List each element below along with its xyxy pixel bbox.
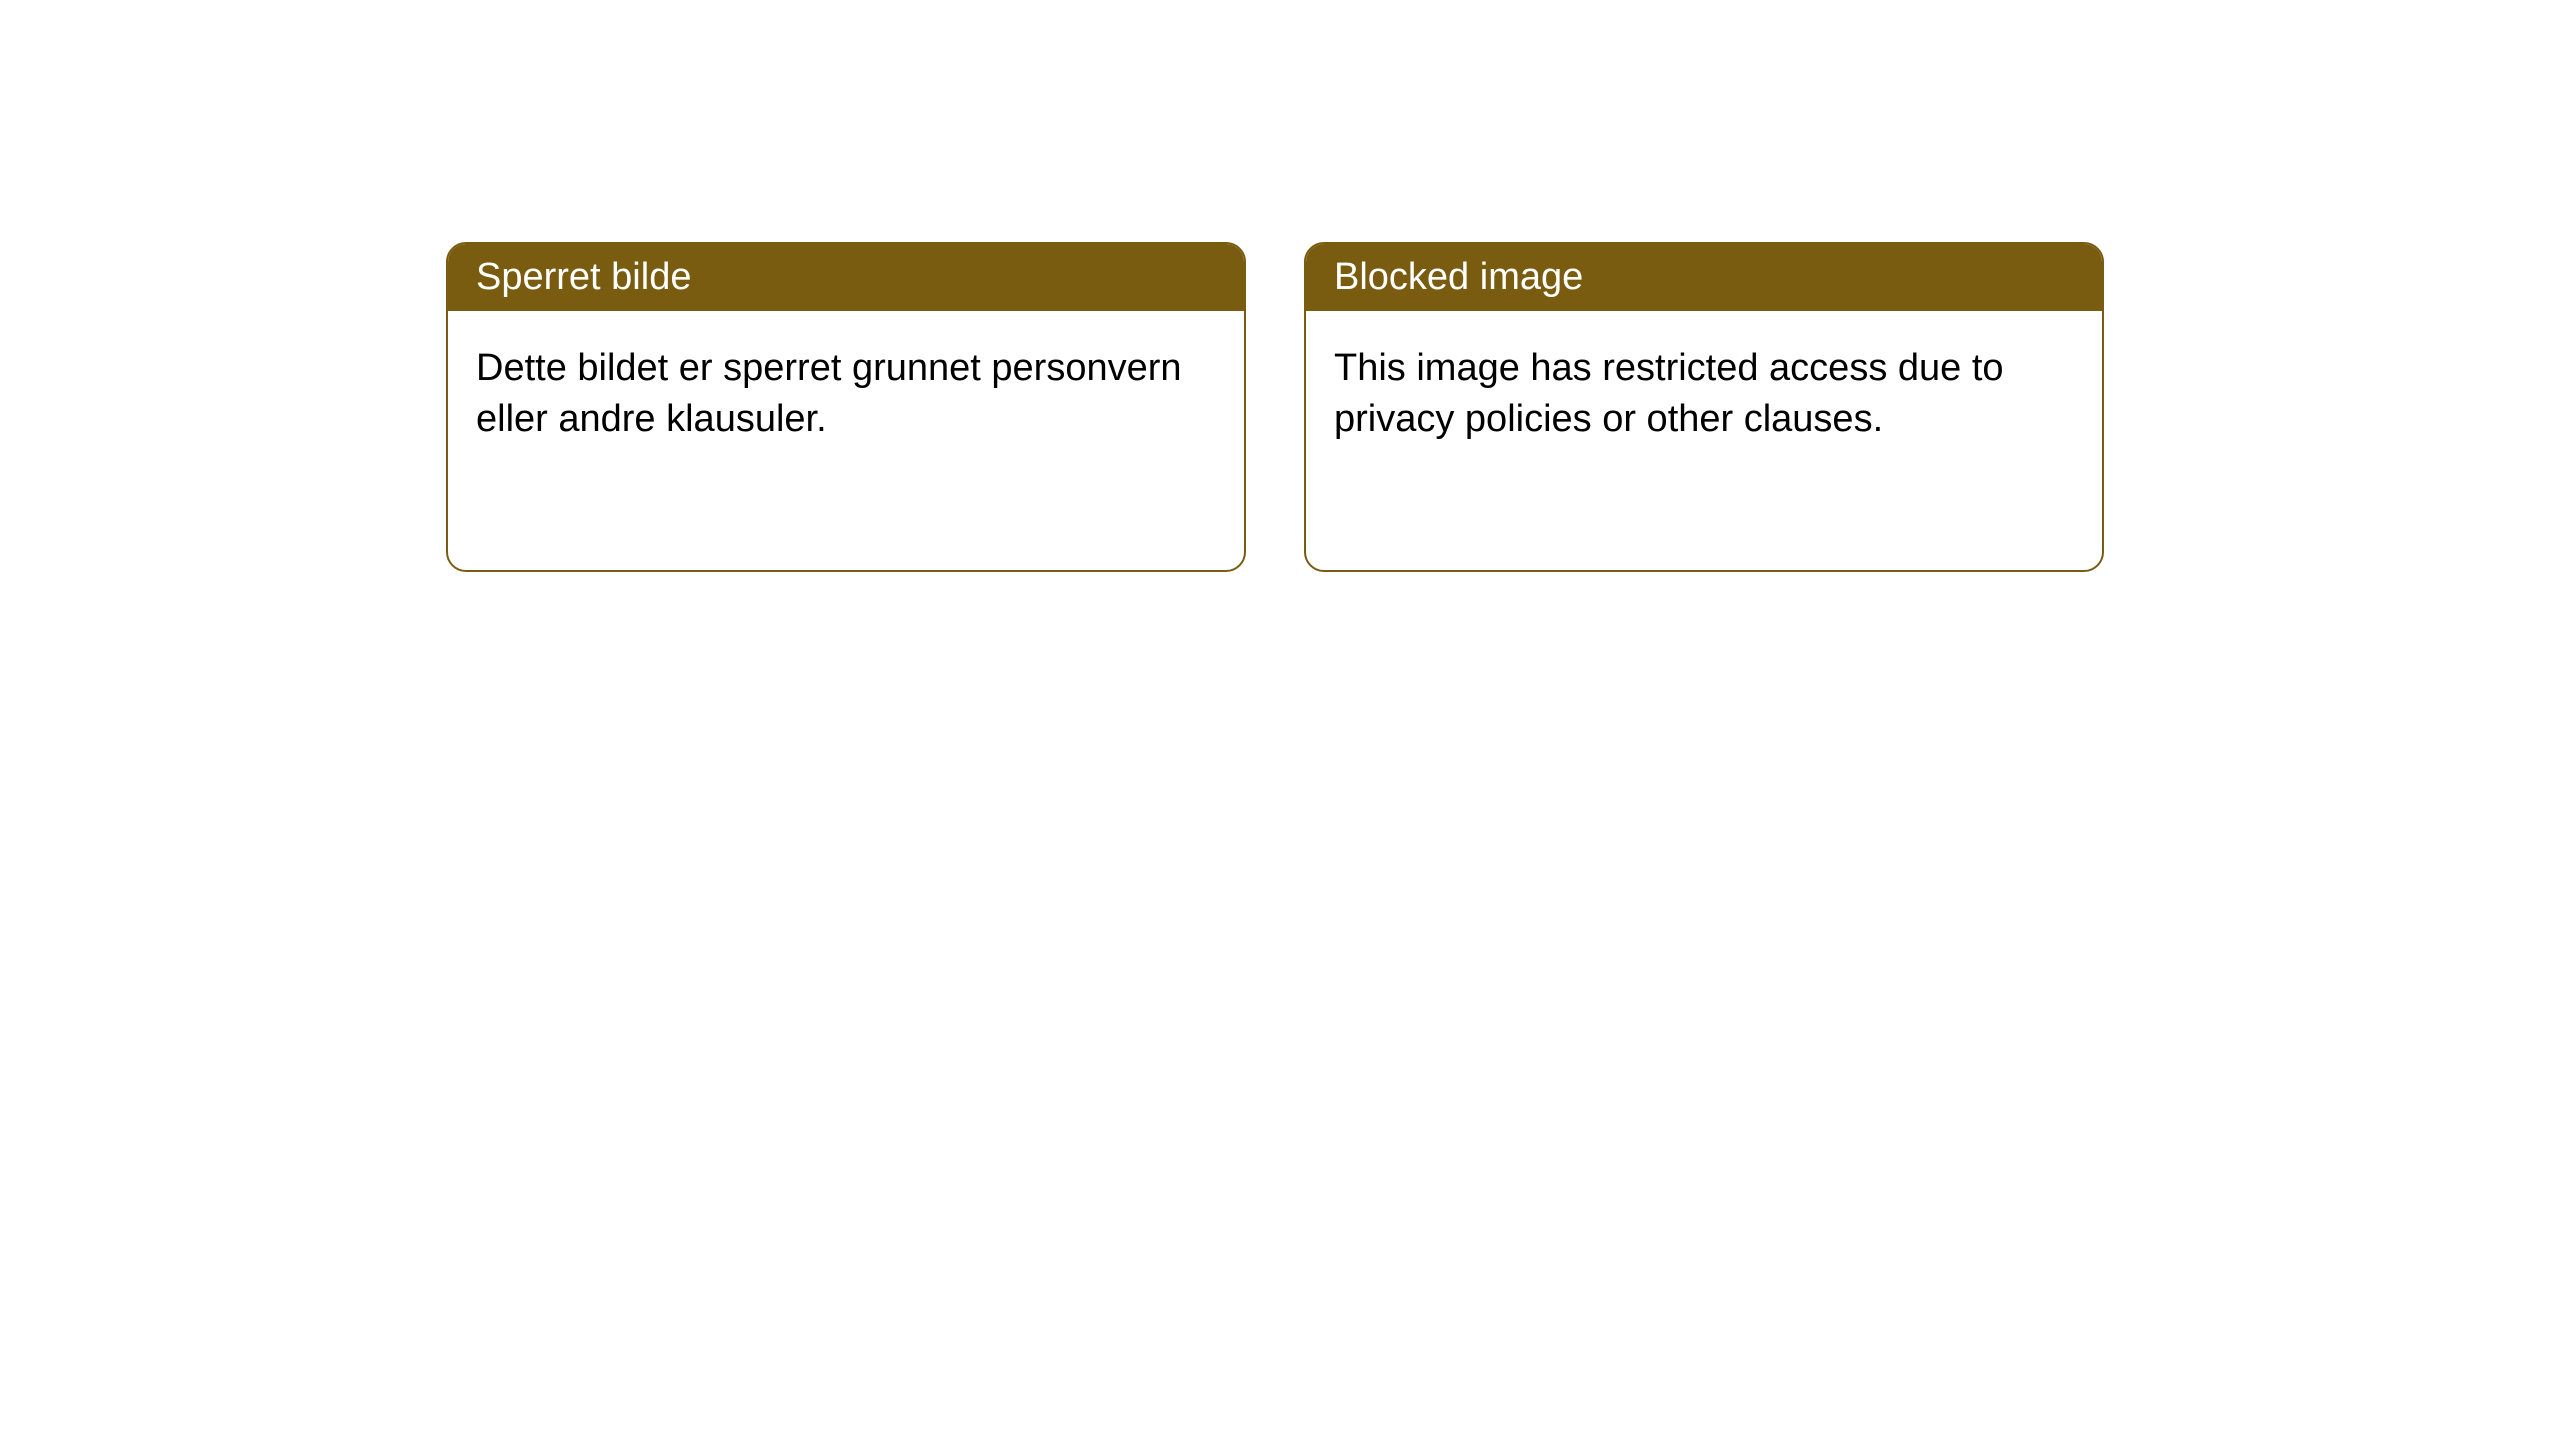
card-header: Sperret bilde bbox=[448, 244, 1244, 311]
notice-card-english: Blocked image This image has restricted … bbox=[1304, 242, 2104, 572]
card-body-text: Dette bildet er sperret grunnet personve… bbox=[476, 347, 1182, 440]
card-body-text: This image has restricted access due to … bbox=[1334, 347, 2004, 440]
notice-cards-container: Sperret bilde Dette bildet er sperret gr… bbox=[446, 242, 2104, 572]
notice-card-norwegian: Sperret bilde Dette bildet er sperret gr… bbox=[446, 242, 1246, 572]
card-title: Blocked image bbox=[1334, 256, 1583, 298]
card-body: This image has restricted access due to … bbox=[1306, 311, 2102, 478]
card-body: Dette bildet er sperret grunnet personve… bbox=[448, 311, 1244, 478]
card-header: Blocked image bbox=[1306, 244, 2102, 311]
card-title: Sperret bilde bbox=[476, 256, 691, 298]
